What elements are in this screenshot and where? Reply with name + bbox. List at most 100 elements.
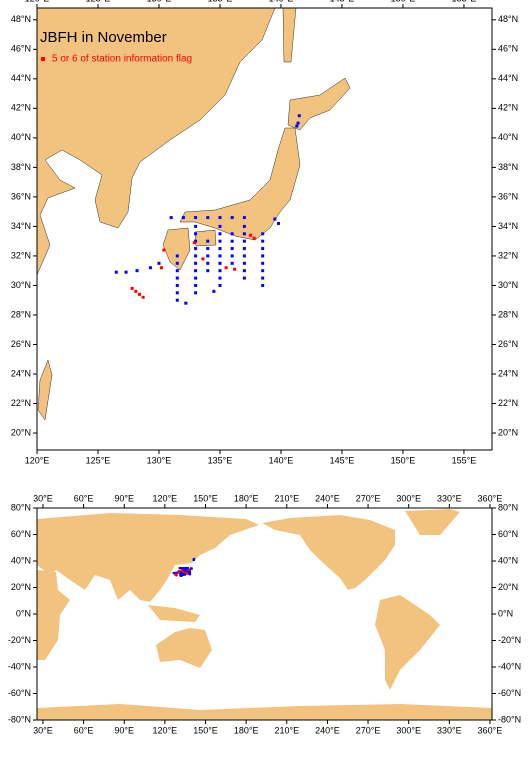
station-point bbox=[183, 573, 186, 576]
station-point bbox=[206, 269, 210, 273]
y-tick-label: 24°N bbox=[498, 368, 518, 378]
x-tick-label: 300°E bbox=[396, 725, 421, 735]
legend-label: 5 or 6 of station information flag bbox=[52, 54, 192, 65]
station-point bbox=[194, 276, 198, 280]
flagged-station-point bbox=[181, 569, 184, 572]
x-tick-label: 125°E bbox=[86, 0, 111, 3]
flagged-station-point bbox=[248, 233, 252, 237]
station-point bbox=[242, 239, 246, 243]
station-point bbox=[175, 298, 179, 302]
y-tick-label: 46°N bbox=[11, 44, 31, 54]
y-tick-label: 48°N bbox=[11, 14, 31, 24]
y-tick-label: 46°N bbox=[498, 44, 518, 54]
x-tick-label: 30°E bbox=[33, 725, 53, 735]
y-tick-label: 80°N bbox=[11, 502, 31, 512]
x-tick-label: 270°E bbox=[356, 725, 381, 735]
station-point bbox=[230, 216, 234, 220]
station-point bbox=[135, 269, 139, 273]
flagged-station-point bbox=[130, 286, 134, 290]
flagged-station-point bbox=[137, 292, 141, 296]
y-tick-label: 20°N bbox=[498, 427, 518, 437]
station-point bbox=[242, 269, 246, 273]
station-point bbox=[185, 568, 188, 571]
y-tick-label: 48°N bbox=[498, 14, 518, 24]
y-tick-label: 22°N bbox=[11, 398, 31, 408]
y-tick-label: 20°N bbox=[11, 582, 31, 592]
station-point bbox=[194, 254, 198, 258]
station-point bbox=[173, 571, 176, 575]
station-point bbox=[148, 266, 152, 270]
land bbox=[37, 704, 492, 720]
x-tick-label: 130°E bbox=[147, 0, 172, 3]
x-tick-label: 155°E bbox=[452, 455, 477, 465]
x-tick-label: 360°E bbox=[478, 725, 503, 735]
flagged-station-point bbox=[192, 241, 196, 245]
x-tick-label: 120°E bbox=[25, 0, 50, 3]
station-point bbox=[157, 261, 161, 265]
x-tick-label: 240°E bbox=[315, 725, 340, 735]
y-tick-label: 40°N bbox=[498, 132, 518, 142]
station-point bbox=[174, 571, 178, 575]
y-tick-label: 32°N bbox=[498, 250, 518, 260]
x-tick-label: 330°E bbox=[437, 493, 462, 503]
land bbox=[287, 77, 351, 131]
station-point bbox=[194, 247, 198, 251]
station-point bbox=[179, 570, 182, 573]
y-tick-label: 38°N bbox=[11, 162, 31, 172]
station-point bbox=[206, 254, 210, 258]
flagged-station-point bbox=[162, 248, 166, 252]
y-tick-label: -20°N bbox=[498, 635, 521, 645]
x-tick-label: 60°E bbox=[74, 493, 94, 503]
y-tick-label: 26°N bbox=[498, 339, 518, 349]
station-point bbox=[230, 232, 234, 236]
land bbox=[179, 127, 301, 241]
flagged-station-point bbox=[177, 571, 180, 574]
y-tick-label: -60°N bbox=[8, 688, 31, 698]
flagged-station-point bbox=[233, 267, 237, 271]
flagged-station-point bbox=[175, 574, 178, 577]
station-point bbox=[114, 270, 118, 274]
station-point bbox=[194, 216, 198, 220]
station-point bbox=[194, 224, 198, 228]
x-tick-label: 140°E bbox=[269, 455, 294, 465]
x-tick-label: 150°E bbox=[391, 455, 416, 465]
station-point bbox=[181, 216, 185, 220]
station-point bbox=[206, 239, 210, 243]
station-point bbox=[261, 247, 265, 251]
y-tick-label: -60°N bbox=[498, 688, 521, 698]
y-tick-label: 40°N bbox=[11, 132, 31, 142]
land bbox=[282, 8, 297, 63]
x-tick-label: 240°E bbox=[315, 493, 340, 503]
station-point bbox=[297, 114, 301, 118]
flagged-station-point bbox=[185, 571, 188, 574]
y-tick-label: 42°N bbox=[498, 103, 518, 113]
station-point bbox=[218, 276, 222, 280]
x-tick-label: 210°E bbox=[274, 493, 299, 503]
x-tick-label: 135°E bbox=[208, 455, 233, 465]
station-point bbox=[230, 239, 234, 243]
y-tick-label: -80°N bbox=[498, 714, 521, 724]
station-point bbox=[218, 261, 222, 265]
y-tick-label: 32°N bbox=[11, 250, 31, 260]
y-tick-label: -40°N bbox=[498, 661, 521, 671]
x-tick-label: 135°E bbox=[208, 0, 233, 3]
y-tick-label: 28°N bbox=[498, 309, 518, 319]
station-point bbox=[261, 283, 265, 287]
land bbox=[262, 515, 395, 590]
flagged-station-point bbox=[182, 570, 185, 573]
station-point bbox=[218, 216, 222, 220]
station-point bbox=[261, 261, 265, 265]
x-tick-label: 145°E bbox=[330, 0, 355, 3]
x-tick-label: 210°E bbox=[274, 725, 299, 735]
station-point bbox=[218, 224, 222, 228]
station-point bbox=[218, 254, 222, 258]
y-tick-label: -40°N bbox=[8, 661, 31, 671]
y-tick-label: 44°N bbox=[11, 73, 31, 83]
station-point bbox=[296, 121, 300, 125]
x-tick-label: 60°E bbox=[74, 725, 94, 735]
station-point bbox=[182, 567, 185, 570]
y-tick-label: 40°N bbox=[11, 555, 31, 565]
flagged-station-point bbox=[134, 289, 138, 293]
land bbox=[375, 595, 440, 690]
